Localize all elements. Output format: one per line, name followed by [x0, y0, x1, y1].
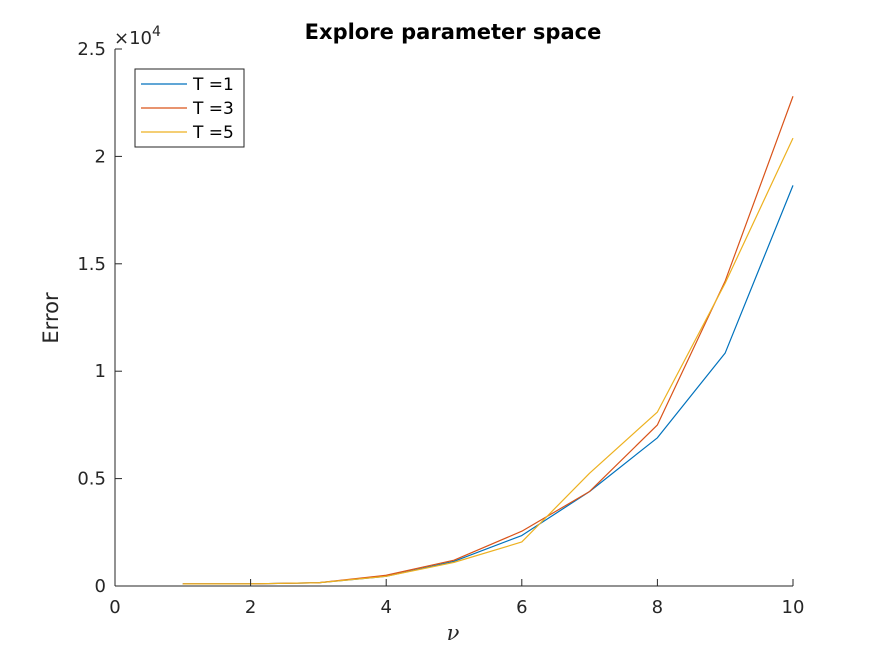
legend: T =1 T =3 T =5 — [134, 68, 245, 148]
y-tick-label: 1 — [95, 361, 106, 382]
x-tick-label: 0 — [109, 597, 120, 618]
y-exponent-power: 4 — [152, 24, 161, 40]
x-tick-label: 10 — [782, 597, 805, 618]
y-tick-label: 0 — [95, 576, 106, 597]
legend-items: T =1 T =3 T =5 — [141, 75, 234, 143]
y-tick-label: 2 — [95, 146, 106, 167]
chart-title: Explore parameter space — [305, 20, 602, 44]
y-axis-title: Error — [39, 292, 63, 344]
x-tick-label: 6 — [516, 597, 527, 618]
legend-label-2: T =3 — [192, 99, 234, 119]
x-tick-label: 8 — [652, 597, 663, 618]
x-tick-label: 2 — [245, 597, 256, 618]
y-exponent-base: ×10 — [114, 28, 152, 49]
series-line-3 — [182, 137, 794, 585]
legend-label-1: T =1 — [192, 75, 234, 95]
legend-label-3: T =5 — [192, 123, 234, 143]
y-ticks: 0 0.5 1 1.5 2 2.5 — [77, 39, 122, 597]
x-axis-title: ν — [447, 621, 460, 645]
y-tick-label: 2.5 — [77, 39, 106, 60]
x-ticks: 0 2 4 6 8 10 — [109, 579, 804, 618]
series-layer — [182, 96, 794, 585]
x-tick-label: 4 — [380, 597, 391, 618]
y-tick-label: 1.5 — [77, 254, 106, 275]
y-tick-label: 0.5 — [77, 469, 106, 490]
y-exponent-label: ×104 — [114, 24, 161, 49]
